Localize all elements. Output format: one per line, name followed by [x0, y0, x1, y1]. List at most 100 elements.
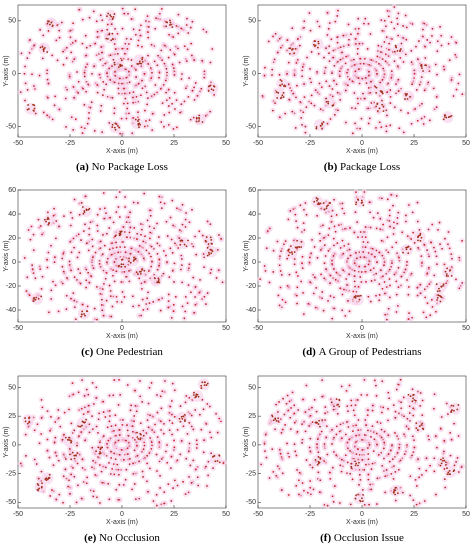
point — [332, 105, 334, 107]
point — [388, 49, 390, 51]
point — [35, 113, 37, 115]
point — [420, 240, 422, 242]
point — [324, 208, 326, 210]
cluster-halo — [402, 90, 414, 102]
point — [397, 212, 399, 214]
point — [311, 51, 313, 53]
point — [132, 102, 134, 104]
point — [203, 77, 205, 79]
point — [419, 234, 421, 236]
point — [48, 30, 50, 32]
point — [402, 252, 404, 254]
point — [117, 125, 119, 127]
point — [432, 306, 434, 308]
point — [112, 306, 114, 308]
point — [141, 46, 143, 48]
point — [446, 273, 448, 275]
x-tick-label: 25 — [410, 140, 418, 147]
point — [101, 304, 103, 306]
point — [314, 40, 316, 42]
point — [148, 26, 150, 28]
point — [436, 50, 438, 52]
point — [141, 59, 143, 61]
point — [96, 84, 98, 86]
point — [164, 63, 166, 65]
point — [165, 25, 167, 27]
point — [43, 112, 45, 114]
point — [73, 97, 75, 99]
point — [112, 17, 114, 19]
point — [80, 316, 82, 318]
point — [136, 238, 138, 240]
y-tick-label: 0 — [252, 259, 256, 266]
point — [279, 116, 281, 118]
point — [213, 89, 215, 91]
point — [352, 291, 354, 293]
point — [409, 96, 411, 98]
point — [114, 235, 116, 237]
point — [117, 251, 119, 253]
point — [96, 20, 98, 22]
x-tick-label: -25 — [65, 140, 75, 147]
point — [141, 288, 143, 290]
point — [400, 276, 402, 278]
point — [63, 64, 65, 66]
point — [364, 18, 366, 20]
point — [82, 132, 84, 134]
point — [97, 36, 99, 38]
point — [360, 281, 362, 283]
point — [147, 219, 149, 221]
point — [52, 281, 54, 283]
point — [355, 191, 357, 193]
point — [359, 58, 361, 60]
point — [357, 53, 359, 55]
point — [304, 96, 306, 98]
point — [163, 126, 165, 128]
point — [305, 106, 307, 108]
point — [123, 226, 125, 228]
point — [138, 305, 140, 307]
point — [393, 28, 395, 30]
point — [26, 290, 28, 292]
point — [190, 27, 192, 29]
point — [302, 292, 304, 294]
point — [378, 299, 380, 301]
point — [145, 120, 147, 122]
point — [78, 9, 80, 11]
point — [179, 112, 181, 114]
cluster-halo — [392, 43, 404, 55]
point — [298, 246, 300, 248]
point — [119, 78, 121, 80]
point — [70, 30, 72, 32]
point — [20, 91, 22, 93]
point — [156, 223, 158, 225]
point — [280, 97, 282, 99]
point — [300, 246, 302, 248]
point — [97, 230, 99, 232]
point — [295, 127, 297, 129]
point — [118, 266, 120, 268]
point — [78, 252, 80, 254]
point — [135, 76, 137, 78]
point — [171, 103, 173, 105]
point — [104, 245, 106, 247]
point — [128, 112, 130, 114]
point — [32, 268, 34, 270]
point — [216, 277, 218, 279]
point — [155, 17, 157, 19]
point — [324, 244, 326, 246]
point — [378, 283, 380, 285]
point — [429, 42, 431, 44]
caption-label: (d) — [302, 346, 316, 358]
point — [290, 245, 292, 247]
point — [167, 307, 169, 309]
point — [126, 38, 128, 40]
point — [301, 75, 303, 77]
point — [91, 73, 93, 75]
point — [205, 31, 207, 33]
point — [331, 263, 333, 265]
point — [360, 295, 362, 297]
point — [75, 318, 77, 320]
point — [50, 22, 52, 24]
y-tick-label: -40 — [246, 307, 256, 314]
